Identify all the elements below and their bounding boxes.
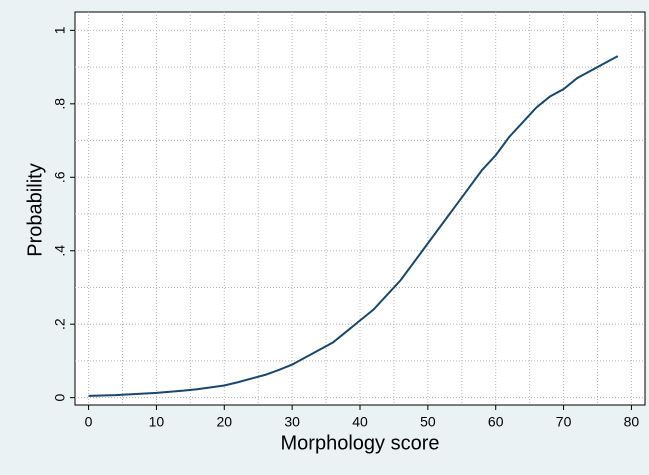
x-tick-label: 70 [556,414,572,430]
y-tick-label: 1 [52,26,68,34]
y-tick-label: .8 [52,98,68,110]
x-tick-label: 80 [624,414,640,430]
x-tick-label: 50 [420,414,436,430]
x-tick-label: 10 [149,414,165,430]
x-tick-label: 60 [488,414,504,430]
y-tick-label: .2 [52,318,68,330]
x-tick-label: 0 [85,414,93,430]
x-tick-label: 40 [352,414,368,430]
x-tick-label: 20 [216,414,232,430]
x-axis-title: Morphology score [281,432,440,454]
y-tick-label: .6 [52,171,68,183]
y-tick-label: .4 [52,245,68,257]
plot-area [74,11,646,406]
y-tick-label: 0 [52,394,68,402]
line-series [88,55,619,397]
x-tick-label: 30 [284,414,300,430]
y-axis-title: Probability [24,163,46,256]
